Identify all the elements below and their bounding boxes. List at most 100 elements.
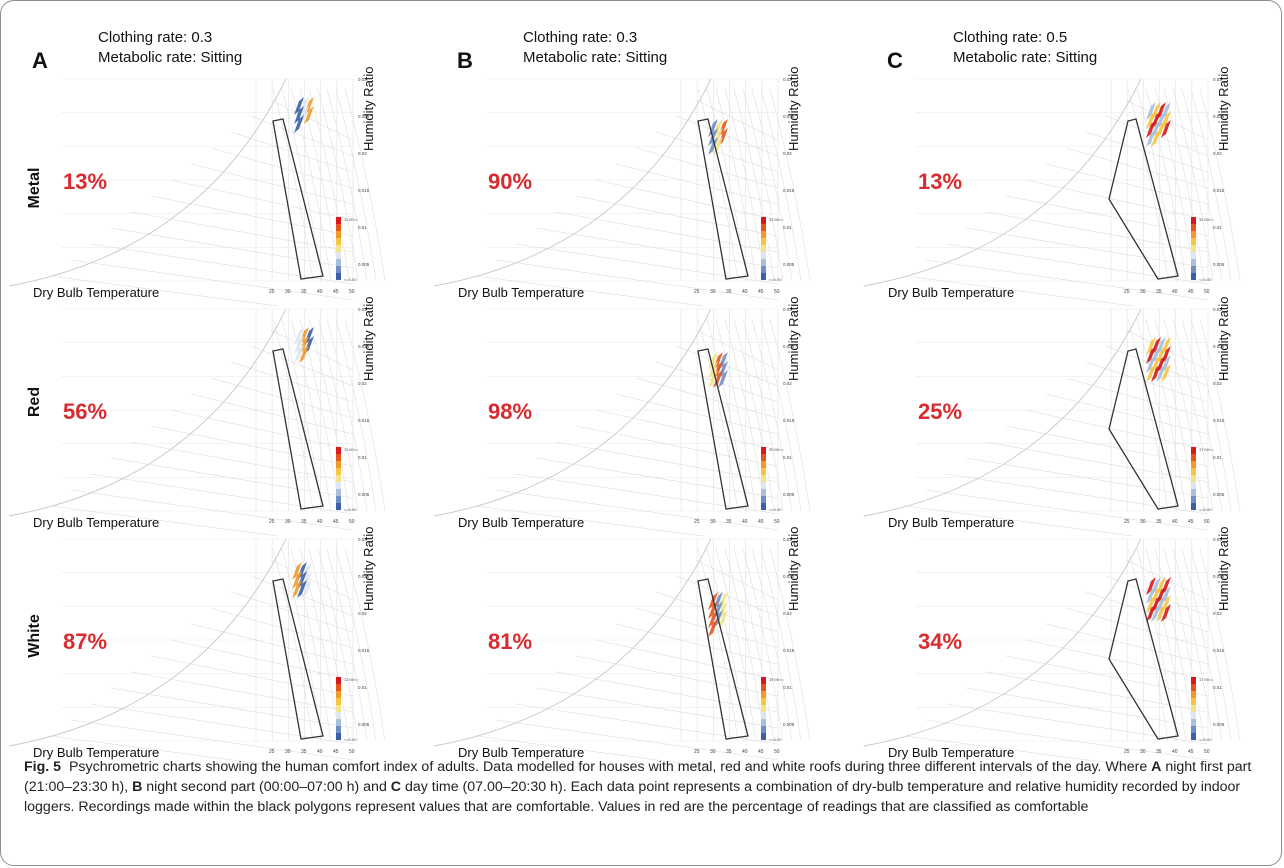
x-tick-label: 45 bbox=[758, 519, 764, 525]
legend-swatch bbox=[1191, 447, 1196, 454]
legend-swatch bbox=[1191, 698, 1196, 705]
enthalpy-line bbox=[925, 489, 1209, 531]
heat-cell bbox=[294, 345, 304, 363]
legend-swatch bbox=[761, 238, 766, 245]
y-tick-label: 0.03 bbox=[1213, 77, 1222, 82]
y-tick-label: 0.02 bbox=[358, 151, 367, 156]
heat-cell bbox=[1146, 120, 1156, 138]
heat-cell bbox=[299, 345, 309, 363]
x-tick-label: 25 bbox=[694, 749, 700, 755]
x-tick-label: 40 bbox=[317, 289, 323, 295]
enthalpy-line bbox=[70, 719, 354, 761]
enthalpy-line bbox=[50, 505, 280, 536]
enthalpy-line bbox=[110, 227, 354, 269]
y-axis-label: Humidity Ratio bbox=[1216, 526, 1231, 611]
caption-text-1: Psychrometric charts showing the human c… bbox=[68, 759, 1152, 775]
enthalpy-line bbox=[1005, 195, 1209, 237]
comfort-polygon bbox=[272, 118, 324, 280]
y-tick-label: 0.025 bbox=[358, 114, 370, 119]
rh-curve bbox=[308, 548, 350, 742]
legend-swatch bbox=[336, 468, 341, 475]
chart-svg: 11.00<= <=0.00 25 30 35 40 45 50 0.03 0.025 0.02 0.… bbox=[8, 77, 386, 306]
y-tick-label: 0.02 bbox=[1213, 151, 1222, 156]
y-tick-label: 0.03 bbox=[783, 307, 792, 312]
y-tick-label: 0.025 bbox=[1213, 114, 1225, 119]
enthalpy-line bbox=[170, 639, 354, 681]
y-tick-label: 0.03 bbox=[783, 77, 792, 82]
saturation-curve bbox=[433, 78, 712, 287]
y-tick-label: 0.03 bbox=[358, 77, 367, 82]
legend-max-label: 32.00<= bbox=[769, 217, 784, 222]
enthalpy-line bbox=[475, 275, 705, 306]
enthalpy-line bbox=[475, 505, 705, 536]
rh-curve bbox=[344, 548, 386, 742]
enthalpy-line bbox=[695, 559, 779, 601]
rh-curve bbox=[1190, 548, 1232, 742]
legend-swatch bbox=[1191, 252, 1196, 259]
x-tick-label: 45 bbox=[1188, 749, 1194, 755]
heat-cell bbox=[708, 370, 718, 388]
enthalpy-line bbox=[250, 345, 354, 387]
psychrometric-chart-b-white: 19.00<= <=0.00 25 30 35 40 45 50 0.03 0.025 0.02 0.… bbox=[426, 526, 826, 766]
legend-swatch bbox=[336, 273, 341, 280]
heat-cell bbox=[304, 106, 314, 124]
legend-min-label: <=0.00 bbox=[769, 277, 782, 282]
rh-curve bbox=[326, 548, 368, 742]
x-tick-label: 25 bbox=[1124, 519, 1130, 525]
rh-curve bbox=[344, 88, 386, 282]
rh-curve bbox=[742, 318, 784, 512]
legend-swatch bbox=[336, 489, 341, 496]
rh-curve bbox=[742, 88, 784, 282]
enthalpy-line bbox=[945, 243, 1209, 285]
y-tick-label: 0.015 bbox=[783, 648, 795, 653]
enthalpy-line bbox=[635, 377, 779, 419]
legend-swatch bbox=[1191, 475, 1196, 482]
heat-cell bbox=[1146, 577, 1156, 595]
legend-swatch bbox=[336, 726, 341, 733]
heat-cell bbox=[1146, 604, 1156, 622]
enthalpy-line bbox=[635, 607, 779, 649]
enthalpy-line bbox=[575, 195, 779, 237]
enthalpy-line bbox=[925, 259, 1209, 301]
y-tick-label: 0.015 bbox=[1213, 648, 1225, 653]
enthalpy-line bbox=[615, 163, 779, 205]
rh-curve bbox=[299, 548, 341, 742]
legend-max-label: 11.00<= bbox=[344, 447, 359, 452]
column-metabolic-rate: Metabolic rate: Sitting bbox=[523, 49, 668, 66]
y-tick-label: 0.01 bbox=[783, 685, 792, 690]
rh-curve bbox=[1145, 548, 1187, 742]
legend-min-label: <=0.00 bbox=[769, 507, 782, 512]
rh-curve bbox=[335, 318, 377, 512]
rh-curve bbox=[715, 318, 757, 512]
comfort-polygon bbox=[1108, 578, 1179, 740]
y-tick-label: 0.005 bbox=[358, 492, 370, 497]
enthalpy-line bbox=[985, 211, 1209, 253]
x-tick-label: 35 bbox=[726, 749, 732, 755]
enthalpy-line bbox=[495, 259, 779, 301]
chart-svg: 12.00<= <=0.00 25 30 35 40 45 50 0.03 0.025 0.02 0.… bbox=[8, 537, 386, 766]
rh-curve bbox=[733, 548, 775, 742]
enthalpy-line bbox=[945, 703, 1209, 745]
legend-swatch bbox=[1191, 217, 1196, 224]
y-axis-label: Humidity Ratio bbox=[1216, 296, 1231, 381]
heat-cell bbox=[708, 610, 718, 628]
column-letter-b: B bbox=[457, 48, 473, 73]
enthalpy-line bbox=[250, 575, 354, 617]
legend-swatch bbox=[336, 252, 341, 259]
x-tick-label: 35 bbox=[726, 519, 732, 525]
heat-cell bbox=[294, 336, 304, 354]
rh-curve bbox=[299, 88, 341, 282]
heat-cell bbox=[294, 115, 304, 133]
enthalpy-line bbox=[555, 211, 779, 253]
rh-curve bbox=[733, 88, 775, 282]
enthalpy-line bbox=[595, 409, 779, 451]
legend-swatch bbox=[761, 705, 766, 712]
y-tick-label: 0.03 bbox=[1213, 537, 1222, 542]
legend-min-label: <=0.00 bbox=[1199, 737, 1212, 742]
y-tick-label: 0.005 bbox=[1213, 722, 1225, 727]
enthalpy-line bbox=[250, 115, 354, 157]
rh-curve bbox=[1172, 88, 1214, 282]
enthalpy-line bbox=[90, 473, 354, 515]
rh-curve bbox=[751, 318, 793, 512]
